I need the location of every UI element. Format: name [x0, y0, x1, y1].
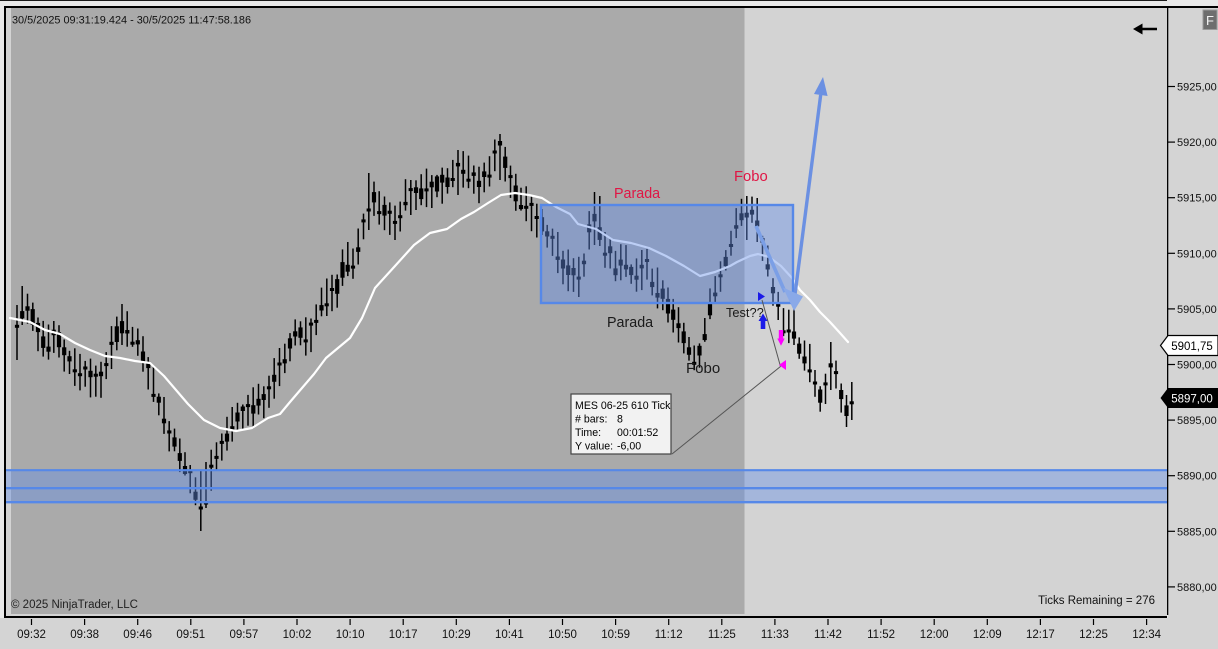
svg-text:09:57: 09:57 [230, 629, 259, 641]
svg-text:MES 06-25 610 Tick: MES 06-25 610 Tick [575, 400, 671, 412]
svg-text:Y value:: Y value: [575, 441, 613, 453]
svg-text:-6,00: -6,00 [617, 441, 641, 453]
svg-text:12:25: 12:25 [1079, 629, 1108, 641]
svg-text:10:59: 10:59 [601, 629, 630, 641]
svg-text:11:42: 11:42 [814, 629, 842, 641]
svg-text:Ticks Remaining = 276: Ticks Remaining = 276 [1038, 595, 1155, 607]
svg-text:5900,00: 5900,00 [1177, 360, 1217, 372]
svg-text:Fobo: Fobo [734, 169, 768, 185]
svg-text:12:09: 12:09 [973, 629, 1002, 641]
svg-text:30/5/2025 09:31:19.424 - 30/5/: 30/5/2025 09:31:19.424 - 30/5/2025 11:47… [12, 15, 251, 27]
svg-text:5897,00: 5897,00 [1171, 394, 1213, 406]
svg-text:Parada: Parada [607, 315, 653, 331]
svg-text:5915,00: 5915,00 [1177, 193, 1217, 205]
svg-text:Parada: Parada [614, 186, 660, 202]
svg-text:10:02: 10:02 [283, 629, 312, 641]
svg-text:5880,00: 5880,00 [1177, 582, 1217, 594]
svg-text:5895,00: 5895,00 [1177, 415, 1217, 427]
svg-text:11:52: 11:52 [867, 629, 895, 641]
svg-text:5905,00: 5905,00 [1177, 304, 1217, 316]
svg-text:10:17: 10:17 [389, 629, 418, 641]
svg-text:11:33: 11:33 [761, 629, 789, 641]
svg-text:12:17: 12:17 [1026, 629, 1055, 641]
svg-text:09:32: 09:32 [17, 629, 46, 641]
svg-text:Fobo: Fobo [686, 360, 720, 377]
svg-text:5925,00: 5925,00 [1177, 82, 1217, 94]
svg-text:11:12: 11:12 [655, 629, 683, 641]
svg-text:© 2025 NinjaTrader, LLC: © 2025 NinjaTrader, LLC [11, 599, 138, 611]
svg-text:8: 8 [617, 414, 623, 426]
svg-text:09:46: 09:46 [123, 629, 152, 641]
svg-text:5890,00: 5890,00 [1177, 471, 1217, 483]
svg-text:5901,75: 5901,75 [1171, 341, 1213, 353]
svg-text:10:41: 10:41 [495, 629, 524, 641]
svg-text:10:29: 10:29 [442, 629, 471, 641]
svg-text:5885,00: 5885,00 [1177, 526, 1217, 538]
svg-text:10:10: 10:10 [336, 629, 365, 641]
svg-text:09:51: 09:51 [176, 629, 205, 641]
svg-text:Time:: Time: [575, 427, 601, 439]
svg-text:10:50: 10:50 [548, 629, 577, 641]
svg-text:09:38: 09:38 [70, 629, 99, 641]
svg-text:5920,00: 5920,00 [1177, 137, 1217, 149]
svg-text:F: F [1206, 13, 1214, 28]
svg-text:12:00: 12:00 [920, 629, 949, 641]
svg-text:# bars:: # bars: [575, 414, 607, 426]
svg-text:Test??: Test?? [726, 305, 764, 320]
svg-text:12:34: 12:34 [1132, 629, 1161, 641]
svg-text:00:01:52: 00:01:52 [617, 427, 658, 439]
svg-text:11:25: 11:25 [708, 629, 736, 641]
svg-text:5910,00: 5910,00 [1177, 248, 1217, 260]
